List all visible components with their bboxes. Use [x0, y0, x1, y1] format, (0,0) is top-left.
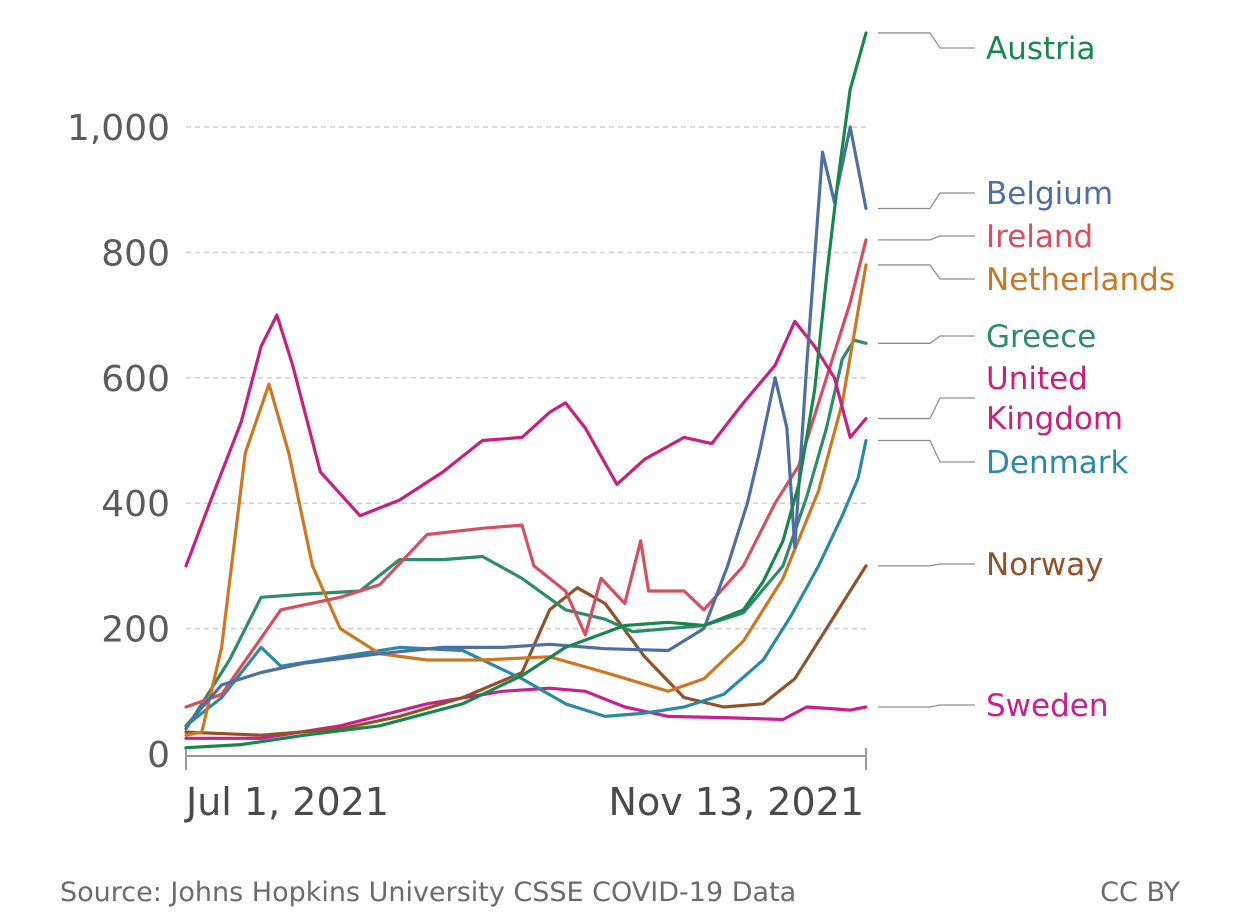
- legend: Austria Belgium Ireland Netherlands Greece Un…: [878, 31, 1175, 724]
- y-tick-label: 400: [101, 484, 170, 525]
- license-note: CC BY: [1100, 877, 1180, 908]
- leader-line-united-kingdom: [878, 397, 975, 420]
- leader-line-norway: [878, 563, 975, 567]
- legend-label: Netherlands: [986, 262, 1175, 298]
- leader-line-greece: [878, 335, 975, 344]
- leader-line-austria: [878, 32, 975, 49]
- series-line-belgium: [184, 125, 868, 728]
- leader-line-sweden: [878, 704, 975, 708]
- leader-line-belgium: [878, 192, 975, 210]
- series-line-sweden: [184, 686, 868, 740]
- axes: 0 200 400 600 800 1,000 Jul 1, 2021 Nov 13, 202…: [67, 108, 867, 824]
- y-tick-label: 800: [101, 233, 170, 274]
- y-tick-label: 0: [147, 735, 170, 776]
- leader-line-denmark: [878, 439, 975, 463]
- series-line-netherlands: [184, 263, 868, 737]
- leader-line-netherlands: [878, 264, 975, 280]
- x-tick-label: Nov 13, 2021: [609, 780, 864, 824]
- series-line-united-kingdom: [184, 313, 868, 568]
- legend-label: Belgium: [986, 176, 1113, 212]
- legend-label: Greece: [986, 319, 1096, 355]
- series-line-austria: [184, 31, 868, 750]
- series-line-ireland: [184, 238, 868, 709]
- y-tick-label: 200: [101, 610, 170, 651]
- legend-label: Denmark: [986, 445, 1129, 481]
- leader-line-ireland: [878, 235, 975, 241]
- series-lines: [184, 31, 868, 750]
- legend-label: Ireland: [986, 219, 1093, 255]
- x-tick-label: Jul 1, 2021: [184, 780, 389, 824]
- series-line-norway: [184, 564, 868, 737]
- source-note: Source: Johns Hopkins University CSSE CO…: [60, 877, 796, 908]
- y-tick-label: 1,000: [67, 108, 170, 149]
- y-tick-label: 600: [101, 359, 170, 400]
- legend-label: Sweden: [986, 688, 1109, 724]
- legend-label: United: [986, 361, 1088, 397]
- legend-label: Austria: [986, 31, 1096, 67]
- legend-label: Kingdom: [986, 401, 1123, 437]
- legend-label: Norway: [986, 547, 1104, 583]
